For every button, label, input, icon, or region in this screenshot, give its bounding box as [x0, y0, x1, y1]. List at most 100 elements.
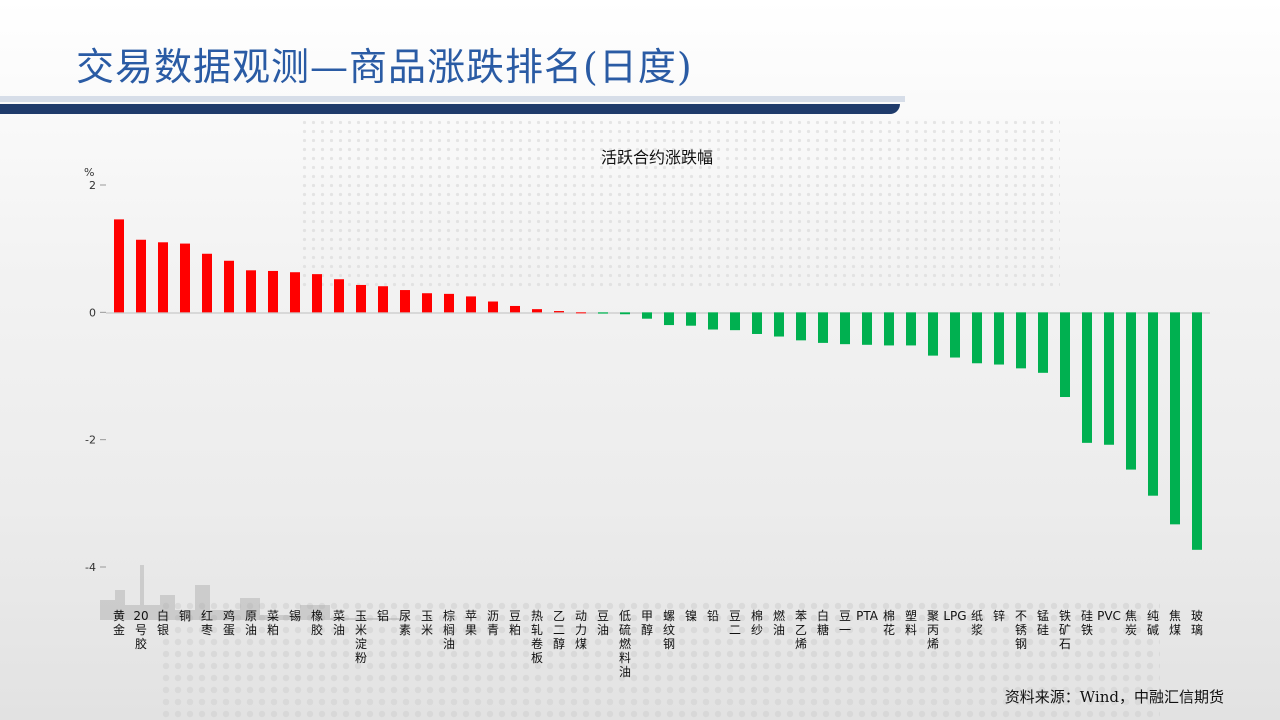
bar-25 [642, 312, 652, 319]
bar-13 [378, 286, 388, 313]
category-label: 棕榈油 [443, 608, 455, 651]
category-label: 沥青 [487, 609, 499, 637]
category-label: 白糖 [817, 608, 829, 637]
bar-15 [422, 293, 432, 313]
bar-47 [1126, 312, 1136, 470]
category-label: 菜粕 [267, 609, 279, 637]
bar-9 [290, 272, 300, 313]
bar-39 [950, 312, 960, 358]
bar-29 [730, 312, 740, 331]
chart-title: 活跃合约涨跌幅 [601, 148, 713, 167]
y-axis-ticks: 2 0 -2 -4 [85, 179, 106, 574]
category-label: 20 号胶 [133, 609, 148, 651]
bar-45 [1082, 312, 1092, 443]
world-map-decoration [300, 118, 1060, 288]
category-label: PTA [856, 609, 879, 623]
category-label: 螺纹钢 [663, 609, 675, 651]
bar-6 [224, 260, 234, 313]
bar-44 [1060, 312, 1070, 398]
bar-5 [202, 253, 212, 313]
category-label: 豆油 [597, 609, 609, 637]
bar-42 [1016, 312, 1026, 369]
bar-18 [488, 301, 498, 313]
category-label: 白银 [157, 608, 169, 637]
category-label: 原油 [245, 609, 257, 637]
category-label: 动力煤 [575, 609, 587, 651]
bar-11 [334, 279, 344, 313]
bar-50 [1192, 312, 1202, 550]
category-label: 铝 [377, 608, 389, 623]
title-underline-light [0, 96, 905, 102]
bar-49 [1170, 312, 1180, 525]
city-skyline-decoration [100, 565, 400, 620]
bar-38 [928, 312, 938, 356]
category-label: 鸡蛋 [223, 608, 235, 637]
bar-20 [532, 309, 542, 313]
y-tick-label: 2 [89, 179, 96, 192]
bar-8 [268, 270, 278, 313]
bars-group [114, 219, 1202, 550]
category-label: 铅 [707, 609, 719, 623]
category-label: 铜 [179, 608, 191, 623]
category-label: 低硫燃料油 [619, 609, 631, 679]
bar-23 [598, 312, 608, 314]
bar-10 [312, 274, 322, 313]
dot-pattern-decoration [160, 600, 1160, 720]
bar-4 [180, 243, 190, 313]
category-label: 橡胶 [311, 609, 323, 637]
slide-title: 交易数据观测—商品涨跌排名(日度) [76, 45, 693, 89]
category-label: 不锈钢 [1015, 609, 1027, 651]
bar-34 [840, 312, 850, 345]
bar-36 [884, 312, 894, 346]
category-label: 豆粕 [509, 609, 521, 637]
category-label: 尿素 [399, 609, 411, 637]
category-label: 聚丙烯 [927, 609, 939, 651]
category-label: 焦煤 [1169, 609, 1181, 637]
y-tick-label: -2 [85, 434, 96, 447]
category-label: LPG [943, 609, 966, 623]
bar-21 [554, 311, 564, 313]
category-label: 黄金 [113, 609, 125, 637]
bar-28 [708, 312, 718, 330]
category-label: 甲醇 [641, 609, 653, 637]
y-tick-label: 0 [89, 306, 96, 319]
category-label: 红枣 [201, 608, 213, 637]
category-label: 玉米 [421, 609, 433, 637]
bar-12 [356, 284, 366, 313]
category-label: 豆一 [839, 609, 851, 637]
bar-33 [818, 312, 828, 343]
source-note: 资料来源：Wind，中融汇信期货 [1004, 688, 1224, 706]
bar-37 [906, 312, 916, 346]
bar-32 [796, 312, 806, 341]
bar-17 [466, 296, 476, 313]
bar-7 [246, 270, 256, 313]
bar-43 [1038, 312, 1048, 373]
bar-3 [158, 242, 168, 313]
category-label: 铁矿石 [1059, 609, 1071, 651]
category-label: 锰硅 [1037, 608, 1049, 637]
category-label: 硅铁 [1081, 609, 1093, 637]
title-underline [0, 104, 900, 114]
bar-16 [444, 293, 454, 313]
category-label: PVC [1097, 609, 1121, 623]
bar-46 [1104, 312, 1114, 445]
bar-14 [400, 290, 410, 313]
category-label: 乙二醇 [553, 609, 565, 651]
category-label: 纯碱 [1147, 609, 1159, 637]
category-label: 锡 [289, 608, 301, 623]
category-label: 焦炭 [1125, 609, 1137, 637]
category-label: 苯乙烯 [795, 609, 807, 651]
category-label: 镍 [685, 609, 697, 623]
category-label: 燃油 [773, 608, 785, 637]
bar-30 [752, 312, 762, 334]
bar-27 [686, 312, 696, 326]
bar-22 [576, 312, 586, 314]
bar-48 [1148, 312, 1158, 496]
bar-26 [664, 312, 674, 326]
y-tick-label: -4 [85, 561, 96, 574]
bar-1 [114, 219, 124, 313]
bar-40 [972, 312, 982, 364]
category-label: 塑料 [905, 608, 917, 637]
category-label: 纸浆 [971, 609, 983, 637]
category-label: 玻璃 [1191, 609, 1203, 637]
